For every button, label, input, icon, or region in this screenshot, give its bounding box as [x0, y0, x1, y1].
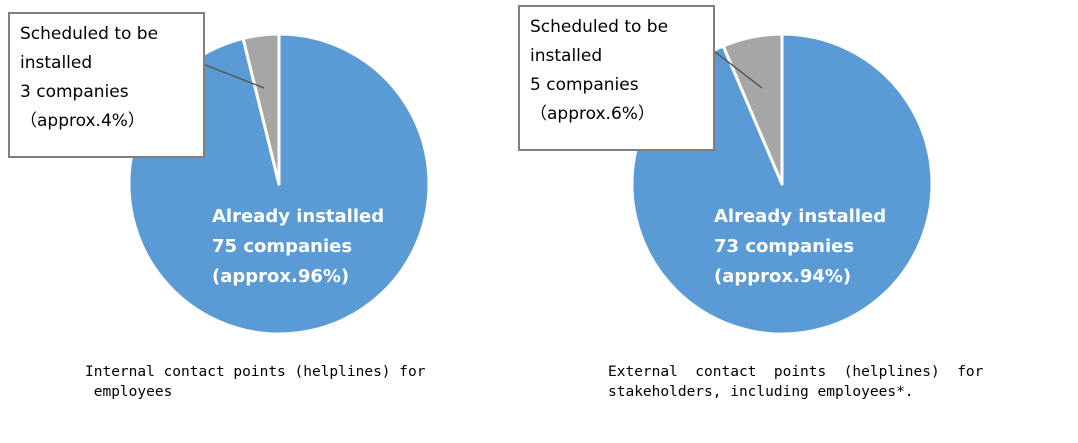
callout-scheduled: Scheduled to be installed 3 companies （a… [8, 12, 205, 158]
caption-internal-line2: employees [85, 384, 173, 400]
callout-scheduled-name-line1: Scheduled to be [530, 17, 669, 37]
caption-internal-line1: Internal contact points (helplines) for [85, 364, 426, 380]
caption-external-line1: External contact points (helplines) for [608, 364, 984, 380]
callout-scheduled-name-line2: installed [530, 46, 603, 66]
callout-scheduled: Scheduled to be installed 5 companies （a… [518, 5, 715, 151]
caption-internal: Internal contact points (helplines) for … [85, 362, 425, 402]
label-already-installed-pct: (approx.94%) [714, 266, 852, 287]
caption-external: External contact points (helplines) for s… [608, 362, 983, 402]
label-already-installed-pct: (approx.96%) [212, 266, 350, 287]
pie-chart-internal: Already installed 75 companies (approx.9… [0, 0, 520, 443]
label-already-installed: Already installed 75 companies (approx.9… [212, 202, 384, 292]
pie-slice-scheduled [241, 32, 281, 186]
caption-external-line2: stakeholders, including employees*. [608, 384, 914, 400]
callout-scheduled-name-line1: Scheduled to be [20, 24, 159, 44]
callout-scheduled-count: 5 companies [530, 75, 639, 95]
callout-scheduled-name-line2: installed [20, 53, 93, 73]
pie-chart-external: Already installed 73 companies (approx.9… [510, 0, 1078, 443]
callout-scheduled-count: 3 companies [20, 82, 129, 102]
label-already-installed-name: Already installed [212, 206, 385, 227]
label-already-installed-name: Already installed [714, 206, 887, 227]
label-already-installed-count: 73 companies [714, 236, 855, 257]
callout-leader-line [709, 47, 763, 89]
pie-slice-scheduled [721, 32, 784, 186]
callout-scheduled-pct: （approx.4%） [20, 111, 145, 131]
callout-scheduled-pct: （approx.6%） [530, 104, 655, 124]
label-already-installed-count: 75 companies [212, 236, 353, 257]
label-already-installed: Already installed 73 companies (approx.9… [714, 202, 886, 292]
